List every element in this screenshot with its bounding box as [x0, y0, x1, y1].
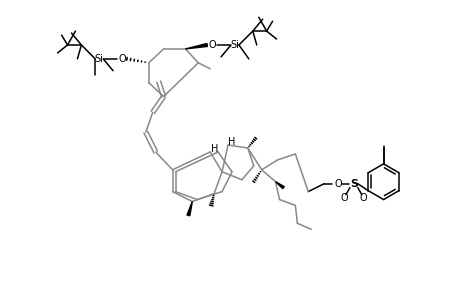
Text: O: O — [208, 40, 216, 50]
Text: O: O — [339, 193, 347, 202]
Text: Si: Si — [230, 40, 239, 50]
Polygon shape — [275, 182, 284, 189]
Text: H: H — [211, 144, 218, 154]
Text: O: O — [333, 179, 341, 189]
Text: Si: Si — [95, 54, 103, 64]
Text: O: O — [118, 54, 126, 64]
Text: S: S — [349, 179, 357, 189]
Polygon shape — [186, 202, 192, 216]
Polygon shape — [185, 44, 207, 49]
Text: H: H — [228, 137, 235, 147]
Text: O: O — [359, 193, 367, 202]
